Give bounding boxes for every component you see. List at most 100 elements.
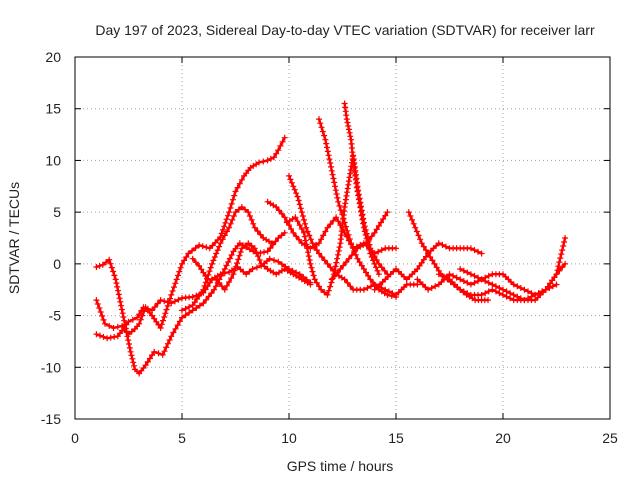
data-point <box>457 276 464 283</box>
data-point <box>303 224 310 231</box>
data-point <box>301 229 307 236</box>
data-point <box>161 348 168 355</box>
data-point <box>222 219 229 226</box>
data-point <box>355 196 362 203</box>
data-point <box>219 236 226 243</box>
data-point <box>330 175 337 182</box>
data-point <box>554 267 561 274</box>
data-point <box>507 295 514 302</box>
data-point <box>128 328 135 335</box>
data-point <box>142 362 149 369</box>
data-point <box>271 154 277 161</box>
series-track-16 <box>435 271 560 304</box>
data-point <box>357 204 364 211</box>
data-point <box>433 264 440 271</box>
ticks <box>74 56 611 420</box>
data-point <box>117 298 124 305</box>
data-point <box>221 223 228 230</box>
data-point <box>317 120 324 127</box>
data-point <box>467 271 474 278</box>
data-point <box>299 213 306 219</box>
data-point <box>267 155 274 162</box>
data-point <box>384 291 391 298</box>
data-point <box>251 224 258 231</box>
data-point <box>309 240 316 247</box>
data-point <box>181 257 188 264</box>
data-point <box>413 228 420 235</box>
data-point <box>348 241 355 248</box>
data-point <box>337 222 344 229</box>
data-point <box>464 269 471 276</box>
data-point <box>107 334 114 341</box>
data-point <box>111 272 118 279</box>
data-point <box>348 252 355 259</box>
data-point <box>235 206 242 213</box>
data-point <box>189 302 196 309</box>
data-point <box>93 264 100 270</box>
data-point <box>216 279 223 286</box>
data-point <box>336 244 343 251</box>
data-point <box>158 321 165 328</box>
data-point <box>209 260 215 267</box>
data-point <box>173 276 180 283</box>
data-point <box>157 297 164 304</box>
data-point <box>237 249 244 255</box>
data-point <box>200 269 207 276</box>
data-point <box>347 133 354 140</box>
data-point <box>131 362 138 369</box>
data-point <box>200 286 207 293</box>
data-point <box>292 214 299 221</box>
data-point <box>230 271 237 278</box>
data-point <box>229 216 236 223</box>
data-point <box>482 290 489 297</box>
data-point <box>560 243 567 249</box>
data-point <box>230 213 237 219</box>
data-point <box>302 237 309 244</box>
data-point <box>405 209 412 216</box>
data-point <box>381 267 388 274</box>
data-point <box>393 294 399 300</box>
data-point <box>248 242 255 249</box>
data-point <box>224 212 231 219</box>
data-point <box>205 293 212 300</box>
data-point <box>324 148 331 155</box>
data-point <box>104 335 111 342</box>
data-point <box>388 292 395 299</box>
x-tick-labels: 0 5 10 15 20 25 <box>71 430 618 446</box>
data-point <box>223 216 230 223</box>
data-point <box>278 261 285 268</box>
data-point <box>316 116 322 123</box>
y-tick-label: 20 <box>45 49 61 65</box>
series-line <box>330 210 389 281</box>
data-point <box>146 355 153 362</box>
data-point <box>213 250 220 257</box>
data-point <box>345 126 352 133</box>
data-point <box>354 255 361 262</box>
series-track-13 <box>371 240 485 293</box>
data-point <box>245 240 252 247</box>
data-point <box>226 279 233 285</box>
data-point <box>206 268 213 275</box>
data-point <box>96 262 103 269</box>
data-point <box>378 264 385 271</box>
data-point <box>360 220 367 227</box>
data-point <box>151 348 158 355</box>
data-point <box>460 278 467 285</box>
data-point <box>559 247 566 254</box>
data-point <box>170 329 177 336</box>
data-point <box>103 259 109 266</box>
data-point <box>359 216 366 223</box>
y-tick-label: 10 <box>45 152 61 168</box>
data-point <box>328 163 334 170</box>
data-point <box>264 248 271 255</box>
data-point <box>136 320 143 327</box>
data-point <box>325 287 332 294</box>
data-point <box>293 233 300 240</box>
data-point <box>358 262 365 269</box>
data-point <box>333 259 340 266</box>
data-point <box>209 242 216 249</box>
data-point <box>114 323 121 330</box>
data-point <box>176 318 183 325</box>
data-point <box>510 291 517 298</box>
data-point <box>365 236 372 243</box>
